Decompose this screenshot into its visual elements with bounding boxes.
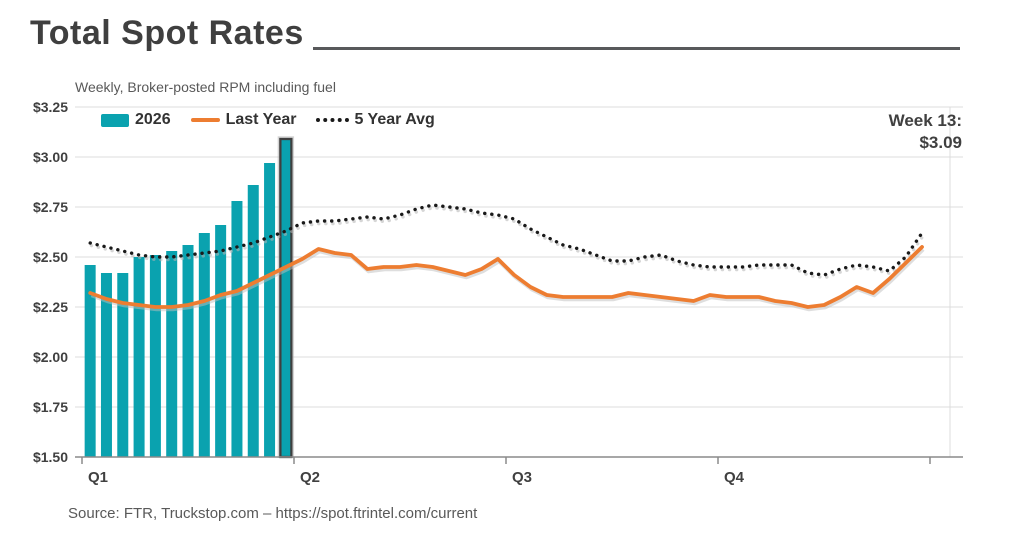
y-axis-label: $1.75	[33, 399, 68, 415]
legend-label-last-year: Last Year	[225, 111, 297, 128]
page-title: Total Spot Rates	[30, 14, 304, 52]
y-axis-label: $2.00	[33, 349, 68, 365]
bar	[215, 225, 227, 457]
bar	[231, 201, 243, 457]
title-underline	[313, 47, 960, 50]
bar	[117, 273, 129, 457]
five-year-avg-line	[88, 203, 924, 277]
line-swatch-icon	[190, 118, 220, 122]
bar	[247, 185, 259, 457]
x-axis-label: Q2	[300, 469, 320, 486]
legend-item-2026: 2026	[101, 111, 171, 129]
bar	[84, 265, 96, 457]
bar-swatch-icon	[101, 113, 129, 127]
dotted-line-swatch-icon	[316, 118, 350, 122]
y-axis-label: $2.25	[33, 299, 68, 315]
current-week-annotation: Week 13: $3.09	[889, 110, 962, 154]
x-axis-label: Q1	[88, 469, 108, 486]
y-axis-label: $2.50	[33, 249, 68, 265]
chart-subtitle: Weekly, Broker-posted RPM including fuel	[75, 79, 336, 95]
bar	[182, 245, 194, 457]
y-axis-label: $3.25	[33, 99, 68, 115]
x-axis-label: Q4	[724, 469, 745, 486]
bar	[166, 251, 178, 457]
five-year-avg-line-shadow	[89, 205, 925, 280]
legend-label-5-year-avg: 5 Year Avg	[354, 111, 435, 128]
bar	[264, 163, 276, 457]
last-year-line	[88, 245, 924, 309]
current-week-label: Week 13:	[888, 111, 962, 130]
chart-legend: 2026 Last Year 5 Year Avg	[101, 111, 435, 129]
y-axis-label: $3.00	[33, 149, 68, 165]
legend-item-5-year-avg: 5 Year Avg	[316, 111, 435, 129]
bar-current-week	[279, 137, 293, 459]
bar	[198, 233, 210, 457]
bar	[100, 273, 112, 457]
legend-item-last-year: Last Year	[190, 111, 297, 129]
bar	[133, 257, 145, 457]
y-axis-label: $1.50	[33, 449, 68, 465]
source-note: Source: FTR, Truckstop.com – https://spo…	[68, 505, 478, 522]
x-axis-label: Q3	[512, 469, 532, 486]
current-week-value: $3.09	[919, 133, 962, 152]
y-axis-label: $2.75	[33, 199, 68, 215]
legend-label-2026: 2026	[135, 111, 171, 128]
bar	[149, 255, 161, 457]
